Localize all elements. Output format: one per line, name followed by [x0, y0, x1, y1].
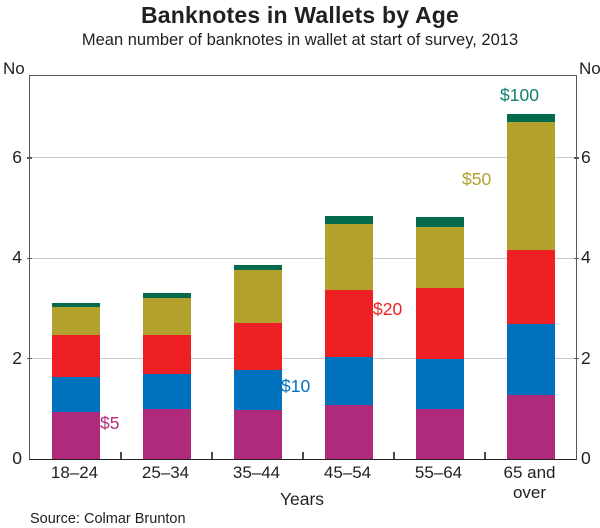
bar-segment-100-45–54	[324, 215, 373, 225]
y-tickmark-right-6	[574, 157, 579, 159]
bar-segment-5-25–34	[142, 408, 191, 459]
bar-segment-5-65 and over	[506, 394, 555, 459]
x-tickmark-3	[302, 452, 304, 459]
bar-segment-100-25–34	[142, 292, 191, 299]
y-tick-label-right-4: 4	[581, 247, 591, 268]
bar-segment-10-25–34	[142, 374, 191, 409]
bar-segment-100-65 and over	[506, 114, 555, 122]
x-tick-label-25–34: 25–34	[141, 463, 190, 482]
y-axis-unit-left: No	[3, 59, 25, 78]
gridline-2	[30, 358, 576, 360]
y-tickmark-right-2	[574, 357, 579, 360]
bar-segment-5-35–44	[233, 410, 282, 459]
y-tickmark-left-2	[27, 357, 32, 360]
source-note: Source: Colmar Brunton	[30, 511, 186, 527]
bar-segment-100-55–64	[415, 217, 464, 227]
bar-segment-5-18–24	[51, 412, 100, 459]
bar-segment-50-65 and over	[506, 121, 555, 251]
series-label-10: $10	[281, 376, 311, 396]
chart-subtitle: Mean number of banknotes in wallet at st…	[81, 31, 519, 49]
x-tickmark-5	[484, 452, 486, 459]
y-tick-label-left-2: 2	[12, 347, 22, 368]
bar-segment-20-45–54	[324, 289, 373, 357]
bar-segment-50-18–24	[51, 307, 100, 335]
bar-segment-10-45–54	[324, 356, 373, 405]
x-tick-label-18–24: 18–24	[50, 463, 99, 482]
bar-segment-20-18–24	[51, 334, 100, 378]
plot-area	[27, 75, 579, 460]
y-tickmark-left-4	[27, 257, 32, 259]
y-tick-label-right-6: 6	[581, 146, 591, 167]
x-tick-label-35–44: 35–44	[232, 463, 281, 482]
bar-segment-5-45–54	[324, 404, 373, 459]
y-tick-label-left-4: 4	[12, 247, 22, 268]
series-label-20: $20	[373, 299, 403, 319]
bar-segment-50-25–34	[142, 298, 191, 335]
y-tick-label-left-6: 6	[12, 146, 22, 167]
x-tickmark-4	[393, 452, 395, 459]
bar-segment-10-35–44	[233, 370, 282, 411]
y-tick-label-right-0: 0	[581, 448, 591, 468]
x-axis-title: Years	[279, 489, 325, 509]
bar-segment-10-55–64	[415, 359, 464, 409]
series-label-50: $50	[462, 169, 492, 189]
bar-segment-50-45–54	[324, 224, 373, 290]
bar-segment-50-35–44	[233, 270, 282, 323]
series-label-100: $100	[500, 85, 539, 105]
bar-segment-50-55–64	[415, 226, 464, 289]
bar-segment-5-55–64	[415, 408, 464, 459]
bar-segment-20-65 and over	[506, 250, 555, 324]
bar-segment-100-35–44	[233, 265, 282, 271]
y-axis-unit-right: No	[579, 59, 600, 78]
x-tick-label-45–54: 45–54	[323, 463, 372, 482]
x-tick-label-65 and over: 65 and over	[503, 463, 556, 502]
bar-segment-100-18–24	[51, 303, 100, 308]
bar-segment-10-65 and over	[506, 323, 555, 395]
bar-segment-20-55–64	[415, 288, 464, 360]
gridline-4	[30, 257, 576, 259]
y-tick-label-right-2: 2	[581, 347, 591, 368]
bar-segment-20-35–44	[233, 322, 282, 371]
bar-segment-20-25–34	[142, 334, 191, 375]
y-tickmark-left-6	[27, 157, 32, 159]
x-tick-label-55–64: 55–64	[414, 463, 463, 482]
y-tickmark-right-4	[574, 257, 579, 259]
series-label-5: $5	[100, 413, 120, 433]
y-tick-label-left-0: 0	[12, 448, 22, 468]
x-tickmark-2	[211, 452, 213, 459]
chart-title: Banknotes in Wallets by Age	[140, 2, 460, 28]
x-tickmark-1	[120, 452, 122, 459]
bar-segment-10-18–24	[51, 377, 100, 413]
gridline-6	[30, 157, 576, 159]
